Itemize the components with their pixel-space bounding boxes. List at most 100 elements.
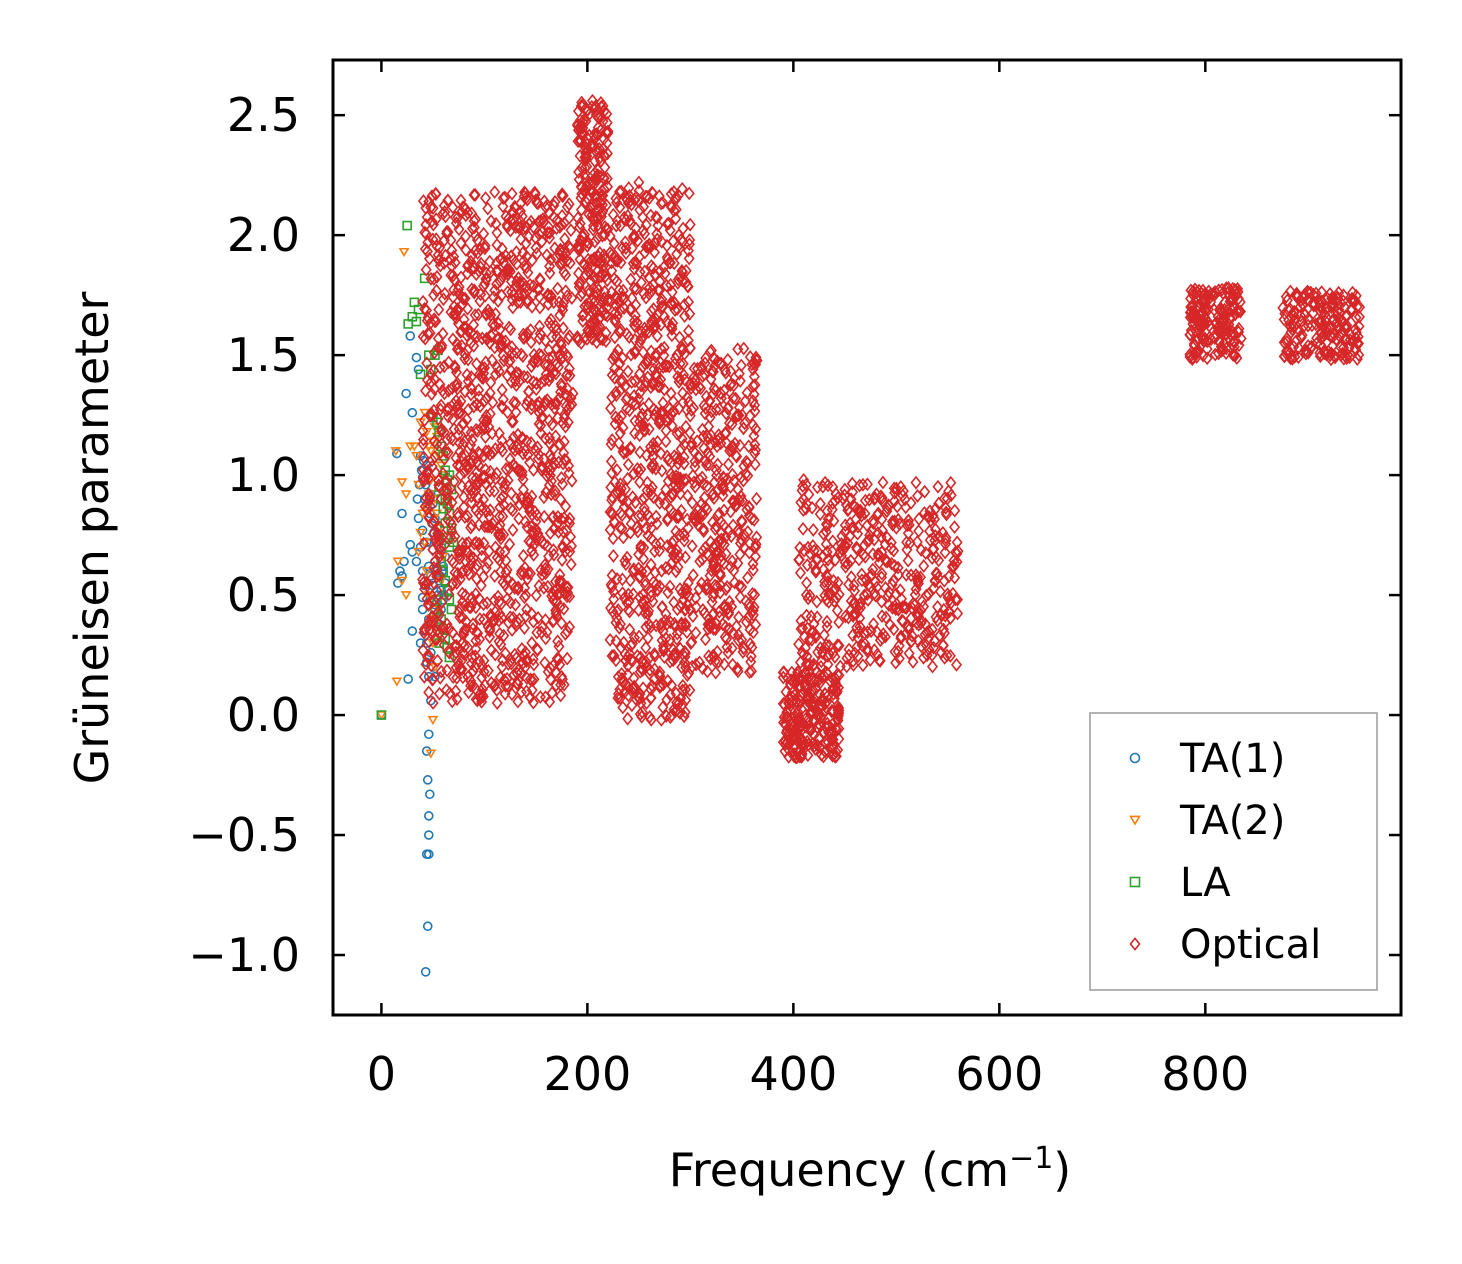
point-optical [1330,332,1342,347]
point-optical [660,434,672,449]
point-optical [912,574,924,589]
point-optical [851,620,863,635]
point-optical [724,560,736,575]
point-optical [684,683,696,698]
legend-marker-ta1 [1129,752,1141,764]
point-optical [622,711,634,726]
point-optical [438,256,450,271]
point-optical [674,452,686,467]
point-optical [900,568,912,582]
point-optical [721,640,733,655]
point-optical [484,472,496,487]
point-optical [647,277,659,292]
point-optical [639,423,651,438]
point-optical [572,238,584,253]
point-optical [534,326,546,341]
point-optical [612,343,624,358]
point-optical [746,586,758,601]
point-optical [454,600,467,615]
point-optical [1343,341,1355,356]
point-optical [750,617,762,632]
point-optical [486,426,498,441]
point-optical [636,418,648,433]
point-optical [636,564,648,579]
point-optical [515,566,527,581]
point-optical [911,616,923,631]
point-optical [433,240,446,255]
point-optical [422,471,434,486]
point-optical [717,617,729,632]
point-optical [556,672,568,687]
point-optical [490,216,502,231]
point-optical [555,492,567,507]
point-optical [676,431,688,446]
point-optical [600,198,612,213]
point-optical [610,653,622,668]
y-tick-label: 1.5 [227,328,300,382]
point-optical [682,520,694,535]
point-optical [1184,327,1196,342]
point-optical [624,505,636,520]
point-optical [820,638,832,652]
point-optical [560,580,573,595]
point-optical [601,146,613,161]
point-la [444,595,455,605]
point-optical [1224,310,1236,325]
point-optical [509,581,521,595]
point-optical [566,397,578,412]
point-optical [529,504,541,519]
point-optical [683,251,695,266]
point-optical [1311,335,1323,350]
point-optical [510,365,522,380]
point-optical [867,516,880,531]
point-optical [683,324,695,338]
point-optical [854,478,866,493]
point-optical [657,700,669,715]
point-optical [750,422,762,436]
point-optical [534,531,546,546]
point-optical [702,429,714,444]
point-optical [705,615,717,630]
point-optical [513,511,525,526]
point-optical [686,496,698,510]
point-optical [445,431,457,446]
point-optical [480,191,492,205]
point-optical [1213,312,1225,327]
legend-marker-optical [1129,937,1141,951]
point-optical [602,293,614,308]
point-optical [458,500,470,515]
point-optical [817,749,830,764]
point-optical [816,646,828,660]
point-optical [801,698,813,713]
point-optical [544,259,556,274]
point-optical [792,705,804,720]
point-optical [686,436,698,451]
point-optical [532,526,544,541]
point-optical [739,416,751,431]
point-optical [503,461,515,475]
point-optical [821,614,833,629]
point-optical [465,370,477,384]
point-optical [666,322,678,336]
point-optical [432,473,445,488]
point-optical [614,218,626,233]
point-optical [559,247,571,261]
point-optical [594,169,606,184]
point-optical [839,482,851,497]
point-optical [690,591,702,605]
point-optical [1302,345,1314,360]
point-optical [1281,293,1293,308]
point-optical [605,437,617,452]
legend-marker-ta2 [1129,815,1141,826]
point-optical [1229,348,1241,363]
point-optical [533,331,545,346]
point-optical [457,635,469,650]
point-optical [474,242,487,257]
point-optical [461,509,474,524]
point-optical [520,645,532,660]
point-optical [583,296,595,311]
point-optical [510,405,522,420]
point-optical [873,555,885,570]
point-optical [500,462,512,476]
point-optical [1296,328,1308,343]
